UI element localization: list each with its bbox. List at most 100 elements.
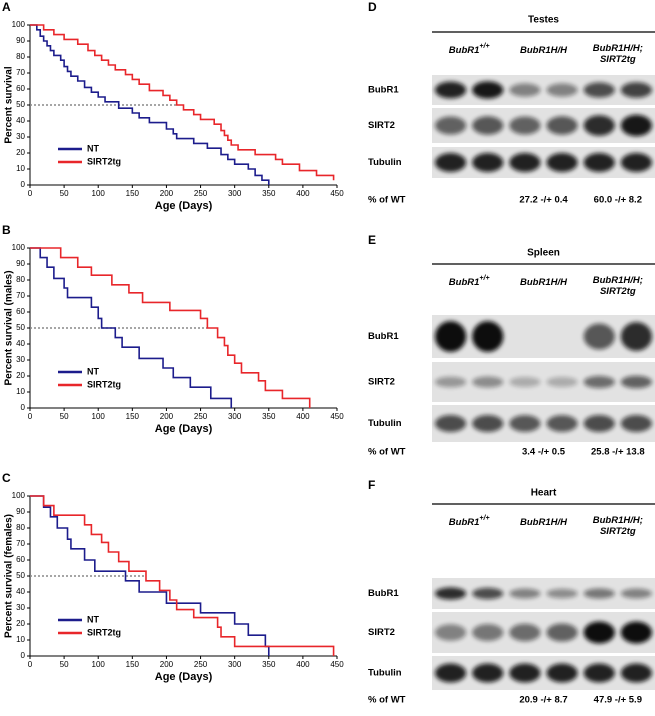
band (509, 83, 541, 97)
band (583, 663, 615, 683)
blot-background (432, 108, 655, 143)
x-tick-label: 450 (330, 189, 344, 198)
group-label: BubR1H/H (520, 517, 568, 528)
group-label-text: BubR1H/H (520, 277, 568, 288)
y-axis-label: Percent survival (4, 66, 15, 143)
quant-label: % of WT (368, 695, 406, 706)
band (546, 663, 578, 683)
group-label-text: BubR1 (449, 45, 480, 56)
group-label: BubR1+/+ (449, 43, 490, 56)
x-tick-label: 150 (126, 412, 140, 421)
survival-curve (30, 247, 233, 408)
group-label: BubR1H/H; (593, 275, 643, 286)
y-tick-label: 20 (16, 148, 25, 157)
x-tick-label: 300 (228, 412, 242, 421)
group-label: SIRT2tg (600, 54, 636, 65)
x-tick-label: 400 (296, 189, 310, 198)
row-label: BubR1 (368, 588, 399, 599)
survival-curve (30, 24, 335, 181)
y-tick-label: 50 (16, 323, 25, 332)
x-tick-label: 200 (160, 412, 174, 421)
x-axis-label: Age (Days) (155, 200, 213, 212)
y-tick-label: 70 (16, 291, 25, 300)
y-tick-label: 40 (16, 339, 25, 348)
panel-letter: F (368, 478, 375, 492)
band (620, 82, 653, 98)
band (472, 663, 504, 683)
quant-label: % of WT (368, 447, 406, 458)
survival-curve (30, 495, 335, 656)
group-label: SIRT2tg (600, 286, 636, 297)
survival-curve (30, 24, 270, 185)
band (583, 588, 615, 599)
y-tick-label: 60 (16, 307, 25, 316)
band (583, 375, 615, 389)
y-tick-label: 10 (16, 635, 25, 644)
tissue-title: Spleen (527, 248, 560, 259)
quant-value: 3.4 -/+ 0.5 (522, 447, 566, 458)
band (434, 81, 467, 99)
group-label-text: BubR1H/H; (593, 515, 643, 526)
band (434, 663, 467, 683)
band (509, 153, 541, 172)
legend-label: NT (87, 614, 99, 624)
x-tick-label: 100 (92, 189, 106, 198)
group-label: BubR1+/+ (449, 515, 490, 528)
band (546, 588, 578, 599)
y-tick-label: 50 (16, 100, 25, 109)
x-axis-label: Age (Days) (155, 671, 213, 683)
panel-letter: E (368, 233, 376, 247)
quant-value: 20.9 -/+ 8.7 (519, 695, 567, 706)
row-label: SIRT2 (368, 120, 395, 131)
band (583, 621, 615, 644)
band (620, 414, 653, 433)
group-label-text: BubR1 (449, 277, 480, 288)
y-tick-label: 80 (16, 275, 25, 284)
quant-value: 25.8 -/+ 13.8 (591, 447, 645, 458)
x-tick-label: 400 (296, 412, 310, 421)
x-tick-label: 0 (28, 660, 33, 669)
group-label-sup: +/+ (479, 275, 489, 282)
group-label: BubR1H/H (520, 45, 568, 56)
legend-label: SIRT2tg (87, 627, 121, 637)
group-label-text: SIRT2tg (600, 286, 636, 297)
x-tick-label: 200 (160, 660, 174, 669)
band (620, 663, 653, 683)
y-tick-label: 70 (16, 68, 25, 77)
row-label: SIRT2 (368, 627, 395, 638)
y-tick-label: 100 (12, 243, 26, 252)
y-tick-label: 90 (16, 259, 25, 268)
row-label: Tubulin (368, 668, 402, 679)
blot-background (432, 75, 655, 105)
band (583, 323, 615, 350)
band (620, 621, 653, 644)
y-tick-label: 100 (12, 491, 26, 500)
y-tick-label: 70 (16, 539, 25, 548)
band (546, 83, 578, 97)
panel-letter: B (2, 223, 11, 237)
x-tick-label: 350 (262, 189, 276, 198)
tissue-title: Heart (531, 488, 557, 499)
band (583, 82, 615, 98)
panel-letter: A (2, 0, 11, 14)
band (472, 321, 504, 352)
group-label: BubR1+/+ (449, 275, 490, 288)
band (509, 415, 541, 432)
band (472, 624, 504, 641)
band (434, 321, 467, 352)
band (434, 376, 467, 388)
y-tick-label: 80 (16, 52, 25, 61)
survival-curve (30, 495, 270, 656)
y-tick-label: 0 (21, 180, 26, 189)
group-label: SIRT2tg (600, 526, 636, 537)
x-tick-label: 250 (194, 660, 208, 669)
x-tick-label: 150 (126, 660, 140, 669)
group-label-text: BubR1H/H (520, 517, 568, 528)
y-axis-label: Percent survival (females) (4, 514, 15, 638)
x-tick-label: 250 (194, 412, 208, 421)
y-tick-label: 30 (16, 603, 25, 612)
legend-label: SIRT2tg (87, 379, 121, 389)
band (620, 153, 653, 172)
tissue-title: Testes (528, 15, 559, 26)
